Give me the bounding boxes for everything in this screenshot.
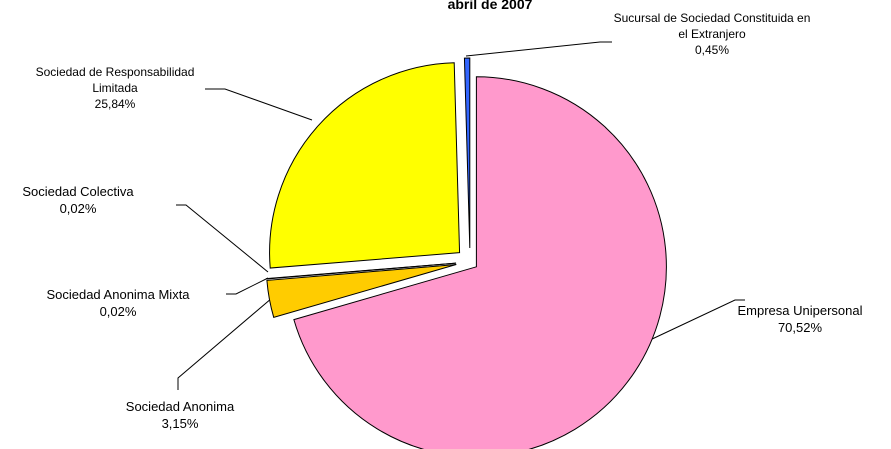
leader-line (177, 297, 273, 390)
leader-line (205, 88, 313, 121)
slice-label: Empresa Unipersonal 70,52% (700, 302, 891, 336)
value-label: 3,15% (161, 416, 199, 431)
category-label: Empresa Unipersonal (737, 303, 863, 318)
pie-slice (463, 57, 471, 249)
pie-slice (266, 262, 457, 280)
category-label: Sucursal de Sociedad Constituida en el E… (613, 11, 811, 41)
leader-line (465, 41, 612, 57)
category-label: Sociedad Anonima (125, 399, 235, 414)
pie-slice (269, 62, 461, 269)
pie-slice (266, 264, 457, 318)
category-label: Sociedad Anonima Mixta (46, 287, 190, 302)
leader-line (176, 204, 269, 273)
leader-line (226, 277, 269, 295)
chart-title: abril de 2007 (447, 0, 533, 12)
slice-label: Sucursal de Sociedad Constituida en el E… (612, 10, 812, 58)
category-label: Sociedad de Responsabilidad Limitada (35, 65, 195, 95)
value-label: 25,84% (94, 97, 136, 111)
value-label: 0,45% (694, 43, 730, 57)
value-label: 70,52% (777, 320, 823, 335)
leader-lines (176, 41, 745, 390)
pie-slice (293, 76, 667, 449)
slice-label: Sociedad Colectiva 0,02% (0, 183, 168, 217)
slice-label: Sociedad Anonima Mixta 0,02% (3, 286, 233, 320)
value-label: 0,02% (99, 304, 137, 319)
slice-label: Sociedad Anonima 3,15% (80, 398, 280, 432)
leader-line (649, 299, 745, 341)
value-label: 0,02% (59, 201, 97, 216)
category-label: Sociedad Colectiva (22, 184, 134, 199)
slice-label: Sociedad de Responsabilidad Limitada 25,8… (20, 64, 210, 112)
